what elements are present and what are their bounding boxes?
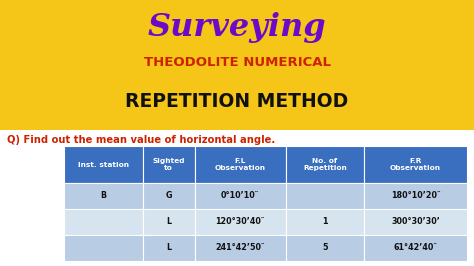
Text: F.R
Observation: F.R Observation xyxy=(390,158,441,171)
Text: 61°42’40″: 61°42’40″ xyxy=(393,243,438,252)
Text: G: G xyxy=(165,191,172,200)
Bar xyxy=(195,235,285,261)
Text: L: L xyxy=(166,217,171,226)
Bar xyxy=(285,209,364,235)
Text: THEODOLITE NUMERICAL: THEODOLITE NUMERICAL xyxy=(144,56,330,69)
Bar xyxy=(64,235,143,261)
Bar xyxy=(285,235,364,261)
Bar xyxy=(364,235,467,261)
Text: B: B xyxy=(100,191,106,200)
Bar xyxy=(364,146,467,183)
Bar xyxy=(64,183,143,209)
Text: Surveying: Surveying xyxy=(148,13,326,43)
Bar xyxy=(0,0,474,130)
Bar xyxy=(64,209,143,235)
Text: Inst. station: Inst. station xyxy=(78,162,129,168)
Bar xyxy=(0,130,474,266)
Bar xyxy=(364,183,467,209)
Text: REPETITION METHOD: REPETITION METHOD xyxy=(126,92,348,111)
Text: 241°42’50″: 241°42’50″ xyxy=(216,243,265,252)
Bar xyxy=(64,146,143,183)
Text: No. of
Repetition: No. of Repetition xyxy=(303,158,347,171)
Bar xyxy=(285,183,364,209)
Text: 1: 1 xyxy=(322,217,328,226)
Text: Sighted
to: Sighted to xyxy=(153,158,185,171)
Text: 120°30’40″: 120°30’40″ xyxy=(216,217,265,226)
Bar xyxy=(195,209,285,235)
Bar xyxy=(195,183,285,209)
Text: F.L
Observation: F.L Observation xyxy=(215,158,266,171)
Bar xyxy=(195,146,285,183)
Bar xyxy=(143,146,195,183)
Bar xyxy=(285,146,364,183)
Text: L: L xyxy=(166,243,171,252)
Bar xyxy=(364,209,467,235)
Text: Q) Find out the mean value of horizontal angle.: Q) Find out the mean value of horizontal… xyxy=(7,135,275,145)
Text: 300°30’30’: 300°30’30’ xyxy=(391,217,440,226)
Bar xyxy=(143,235,195,261)
Bar xyxy=(143,183,195,209)
Text: 5: 5 xyxy=(322,243,328,252)
Bar xyxy=(143,209,195,235)
Text: 0°10’10″: 0°10’10″ xyxy=(221,191,259,200)
Text: 180°10’20″: 180°10’20″ xyxy=(391,191,440,200)
